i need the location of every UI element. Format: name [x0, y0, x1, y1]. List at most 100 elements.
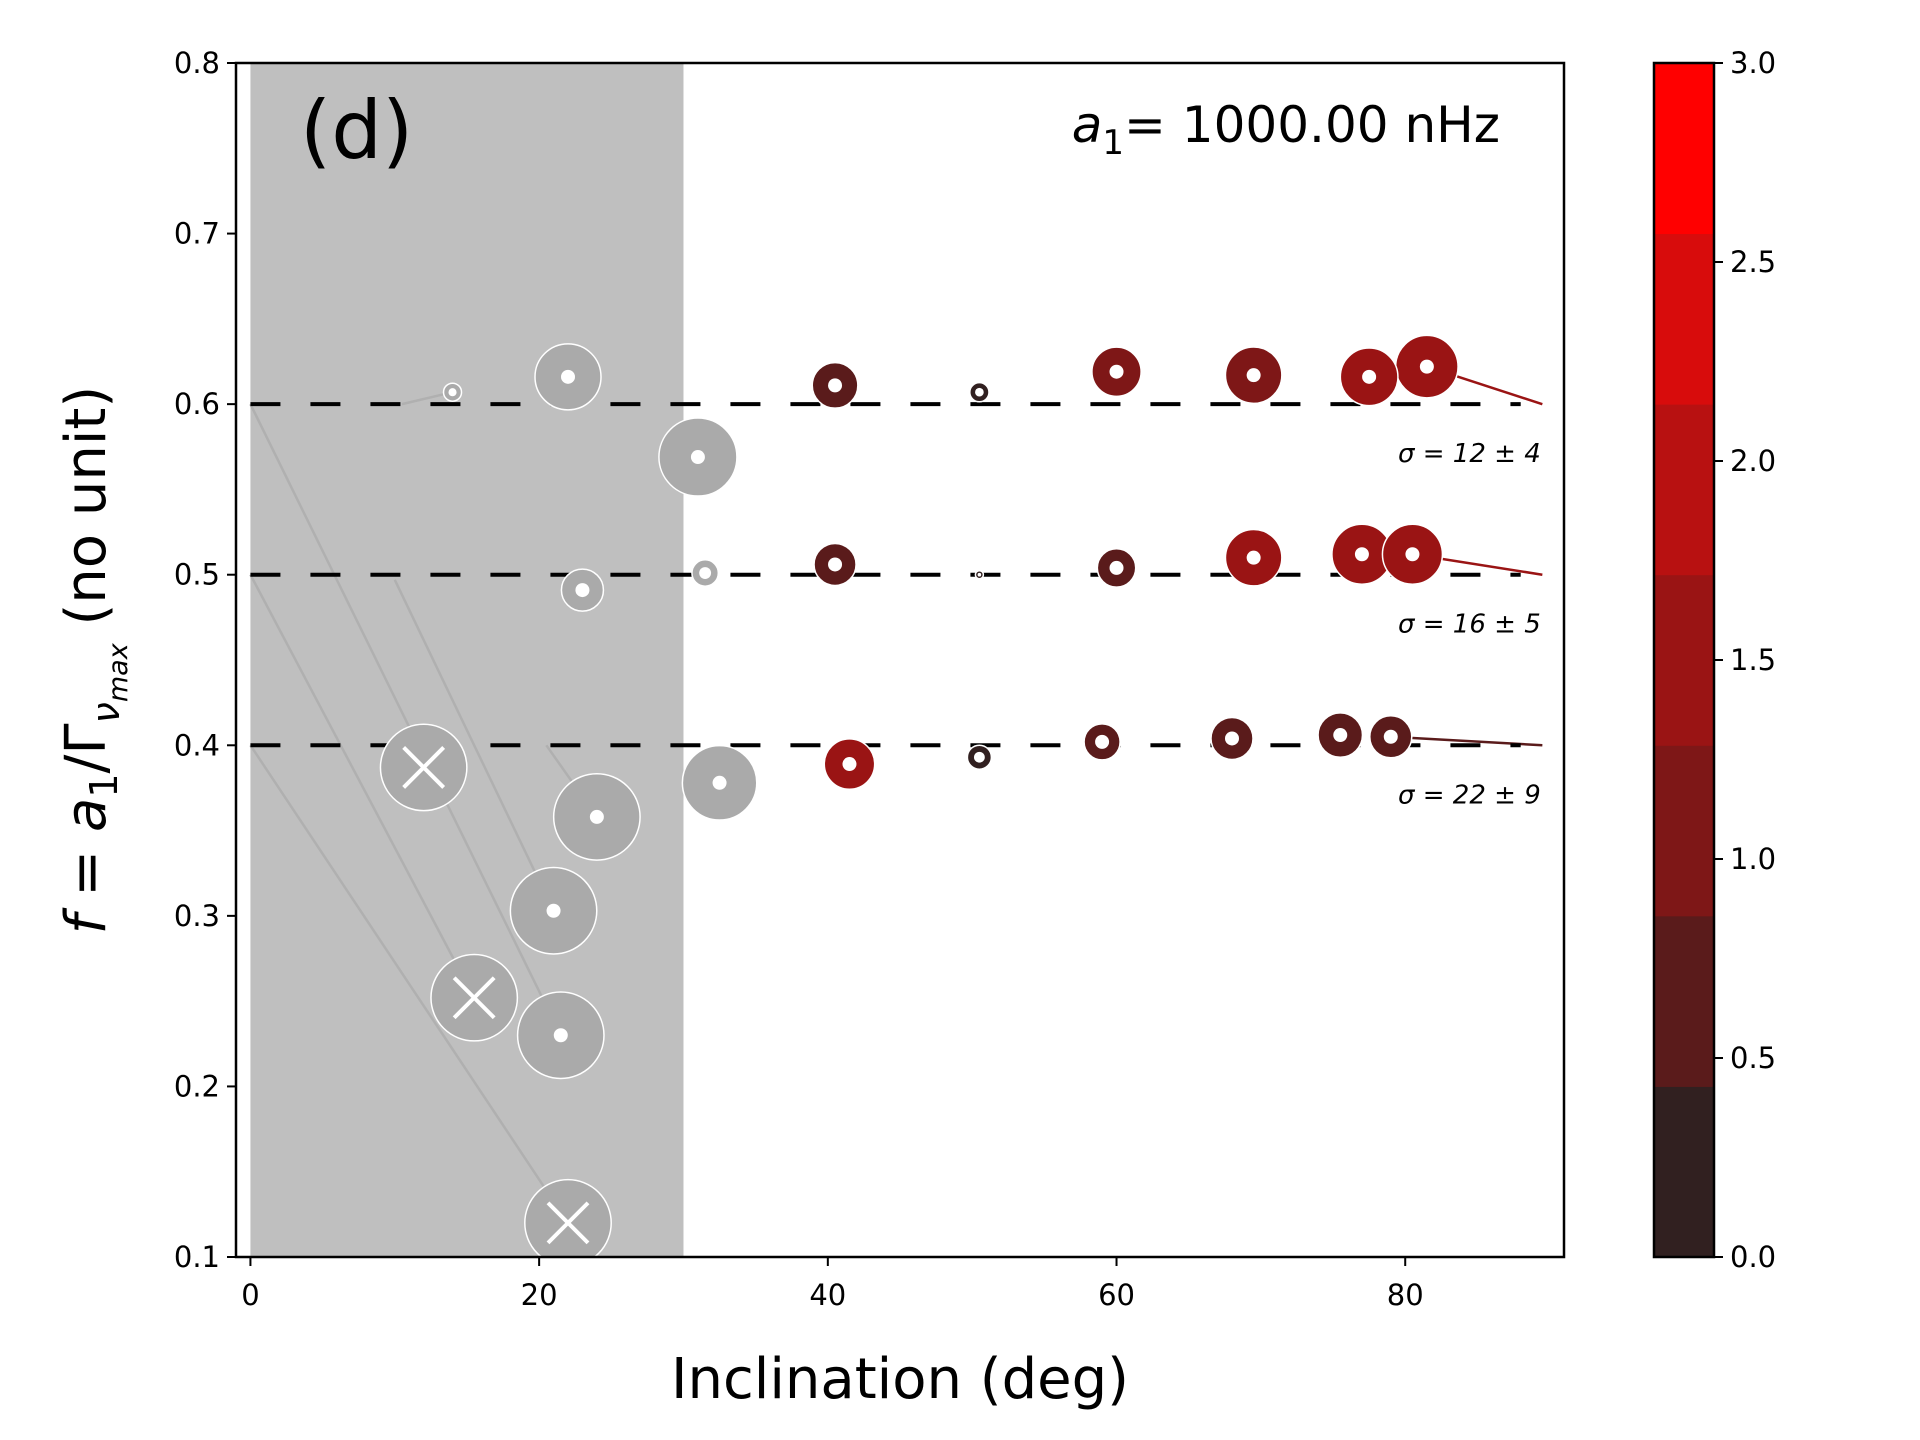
- x-tick-label: 80: [1387, 1278, 1424, 1312]
- excluded-cross-mark: [402, 746, 446, 789]
- data-point: [691, 559, 720, 587]
- ylabel-suffix: (no unit): [54, 386, 119, 644]
- data-points-layer: [379, 334, 1459, 1257]
- data-point: [1317, 712, 1364, 759]
- colorbar-tick-label: 3.0: [1730, 46, 1776, 80]
- y-tick-label: 0.8: [174, 46, 220, 80]
- data-point: [534, 343, 602, 411]
- x-tick-label: 20: [521, 1278, 558, 1312]
- data-point-center: [1109, 364, 1124, 379]
- data-point: [524, 1178, 612, 1257]
- y-tick-label: 0.6: [174, 387, 220, 421]
- data-point-center: [828, 557, 843, 572]
- y-tick-label: 0.5: [174, 558, 220, 592]
- a1-parameter-label: a1= 1000.00 nHz: [1072, 96, 1500, 163]
- data-point-center: [842, 757, 857, 772]
- data-point-center: [699, 567, 712, 579]
- data-point-center: [973, 751, 985, 763]
- y-tick-label: 0.4: [174, 728, 220, 762]
- data-point-center: [575, 583, 590, 598]
- data-point: [974, 569, 985, 580]
- data-point-center: [448, 388, 457, 397]
- sigma-label: σ = 22 ± 9: [1398, 780, 1541, 810]
- colorbar-segment: [1654, 574, 1714, 746]
- data-point-center: [1225, 731, 1239, 746]
- y-tick-label: 0.2: [174, 1069, 220, 1103]
- data-point: [811, 361, 859, 409]
- data-point: [1381, 523, 1444, 585]
- colorbar-tick-label: 1.5: [1730, 643, 1776, 677]
- plot-frame: [234, 61, 1566, 1259]
- data-point: [1210, 716, 1254, 761]
- x-axis-title: Inclination (deg): [671, 1347, 1129, 1412]
- data-point: [442, 382, 463, 402]
- data-point-center: [1419, 359, 1434, 374]
- trail-line: [393, 579, 555, 912]
- data-point-center: [1246, 550, 1261, 565]
- data-point: [658, 417, 738, 497]
- ylabel-sub3: max: [103, 642, 134, 702]
- colorbar-segment: [1654, 1086, 1714, 1258]
- data-point-center: [1333, 728, 1348, 743]
- colorbar-tick-label: 2.0: [1730, 444, 1776, 478]
- data-point-center: [1095, 734, 1110, 749]
- ylabel-sub1: 1: [82, 773, 126, 797]
- data-point-center: [589, 809, 604, 824]
- data-point: [1331, 523, 1393, 585]
- excluded-cross-mark: [546, 1201, 590, 1245]
- sigma-label: σ = 12 ± 4: [1398, 439, 1541, 469]
- trail-line: [249, 574, 476, 999]
- y-tick-label: 0.1: [174, 1240, 220, 1274]
- data-point: [1339, 347, 1399, 407]
- data-point: [430, 953, 519, 1042]
- colorbar-segment: [1654, 915, 1714, 1087]
- data-point-center: [690, 450, 705, 465]
- param-value: = 1000.00 nHz: [1124, 96, 1500, 154]
- data-point: [509, 866, 598, 955]
- colorbar-segment: [1654, 404, 1714, 576]
- data-point-center: [975, 387, 984, 397]
- data-point: [379, 723, 468, 812]
- colorbar-segment: [1654, 745, 1714, 917]
- data-point: [516, 991, 605, 1080]
- data-point: [966, 744, 993, 770]
- data-point-center: [712, 775, 727, 790]
- data-point: [1083, 723, 1121, 761]
- data-point: [1091, 346, 1142, 398]
- y-tick-label: 0.7: [174, 217, 220, 251]
- data-point-center: [1405, 547, 1420, 562]
- colorbar-tick-label: 2.5: [1730, 245, 1776, 279]
- data-point-center: [1362, 369, 1377, 384]
- sigma-label: σ = 16 ± 5: [1398, 610, 1541, 640]
- param-symbol: a: [1072, 96, 1103, 154]
- colorbar-tick-label: 0.0: [1730, 1240, 1776, 1274]
- colorbar-segment: [1654, 233, 1714, 405]
- ylabel-prefix: f = a: [54, 798, 119, 935]
- data-point: [1224, 346, 1283, 405]
- trail-line: [249, 403, 562, 1036]
- sigma-labels-layer: σ = 12 ± 4 σ = 16 ± 5 σ = 22 ± 9: [1398, 439, 1541, 810]
- data-point: [1224, 528, 1283, 587]
- data-point: [969, 381, 990, 403]
- excluded-inclination-region: [250, 63, 684, 1257]
- data-point-center: [828, 378, 843, 393]
- data-point-center: [977, 572, 982, 577]
- data-point-marker: [524, 1178, 612, 1257]
- data-point: [823, 738, 876, 790]
- colorbar-tick-label: 0.5: [1730, 1041, 1776, 1075]
- ylabel-sub2: ν: [84, 702, 128, 723]
- data-point: [1394, 334, 1459, 399]
- data-point: [1369, 715, 1413, 759]
- trail-line: [249, 744, 570, 1224]
- excluded-region-layer: [250, 63, 684, 1257]
- data-point: [560, 568, 605, 612]
- data-point-center: [1383, 729, 1398, 744]
- data-point-center: [553, 1028, 568, 1043]
- x-tick-label: 40: [809, 1278, 846, 1312]
- data-point-center: [1246, 368, 1261, 383]
- x-tick-label: 0: [241, 1278, 259, 1312]
- axes-layer: 0 20 40 60 80 0.1 0.2 0.3 0.4 0.5 0.6 0.7 0.8: [174, 46, 1424, 1312]
- data-point-center: [1109, 560, 1124, 575]
- data-point-center: [546, 903, 561, 918]
